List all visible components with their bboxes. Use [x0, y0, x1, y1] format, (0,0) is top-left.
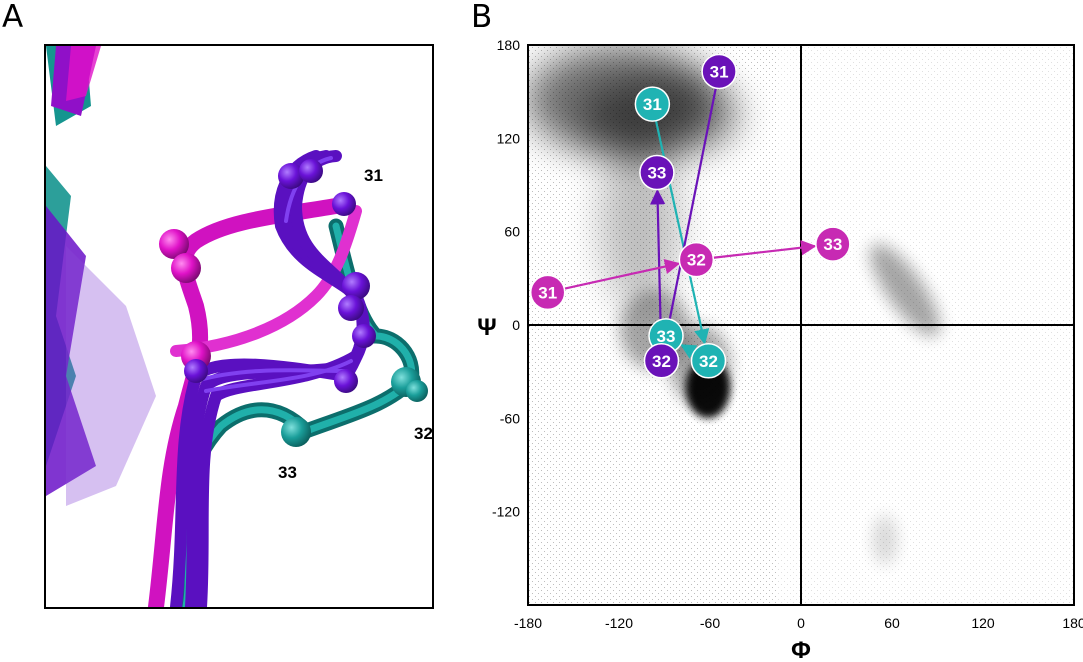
x-tick-label: -180: [514, 615, 542, 631]
y-tick-label: -120: [492, 504, 520, 520]
x-tick-label: -120: [605, 615, 633, 631]
x-tick-label: 180: [1062, 615, 1083, 631]
residue-marker-label: 32: [699, 352, 718, 371]
y-tick-label: 180: [497, 37, 521, 53]
residue-marker-label: 32: [687, 251, 706, 270]
residue-point-33: 33: [639, 154, 675, 191]
residue-label-33: 33: [278, 463, 297, 482]
residue-marker-label: 31: [538, 283, 557, 302]
transition-arrow: [564, 258, 681, 290]
y-tick-label: 120: [497, 130, 521, 146]
residue-marker-label: 32: [652, 352, 671, 371]
panel-b-letter: B: [471, 0, 493, 35]
x-tick-label: 120: [971, 615, 995, 631]
residue-point-33: 33: [815, 226, 851, 262]
protein-structure-image: 31 32 33: [46, 46, 432, 607]
residue-point-32: 32: [690, 343, 727, 379]
residue-marker: [639, 154, 675, 191]
residue-marker-label: 33: [823, 235, 842, 254]
x-tick-label: -60: [700, 615, 720, 631]
residue-point-32: 32: [678, 241, 715, 278]
residue-marker-label: 33: [657, 327, 676, 346]
y-tick-label: 0: [512, 317, 520, 333]
residue-label-31: 31: [364, 166, 383, 185]
residue-point-31: 31: [634, 86, 671, 122]
y-tick-label: 60: [504, 224, 520, 240]
residue-marker-label: 31: [710, 62, 729, 81]
residue-point-31: 31: [701, 53, 737, 90]
residue-marker-label: 31: [643, 95, 662, 114]
x-tick-label: 0: [797, 615, 805, 631]
residue-marker: [690, 343, 727, 379]
residue-point-31: 31: [529, 274, 566, 311]
residue-marker: [643, 343, 680, 379]
residue-marker: [529, 274, 566, 311]
residue-label-32: 32: [414, 424, 432, 443]
transition-arrow: [660, 87, 717, 345]
residue-point-32: 32: [643, 343, 680, 379]
transition-arrow: [680, 344, 698, 359]
y-axis-label: Ψ: [477, 314, 496, 341]
transition-arrow: [713, 240, 817, 259]
residue-marker: [678, 241, 715, 278]
x-tick-label: 60: [884, 615, 900, 631]
y-tick-label: -60: [500, 410, 520, 426]
series-2: [564, 240, 817, 290]
residue-marker: [701, 53, 737, 90]
residue-marker: [815, 226, 851, 262]
protein-structure-panel: 31 32 33: [44, 44, 434, 609]
panel-a-letter: A: [2, 0, 24, 35]
x-axis-label: Φ: [791, 637, 811, 662]
residue-marker-label: 33: [647, 164, 666, 183]
residue-marker: [634, 86, 671, 122]
